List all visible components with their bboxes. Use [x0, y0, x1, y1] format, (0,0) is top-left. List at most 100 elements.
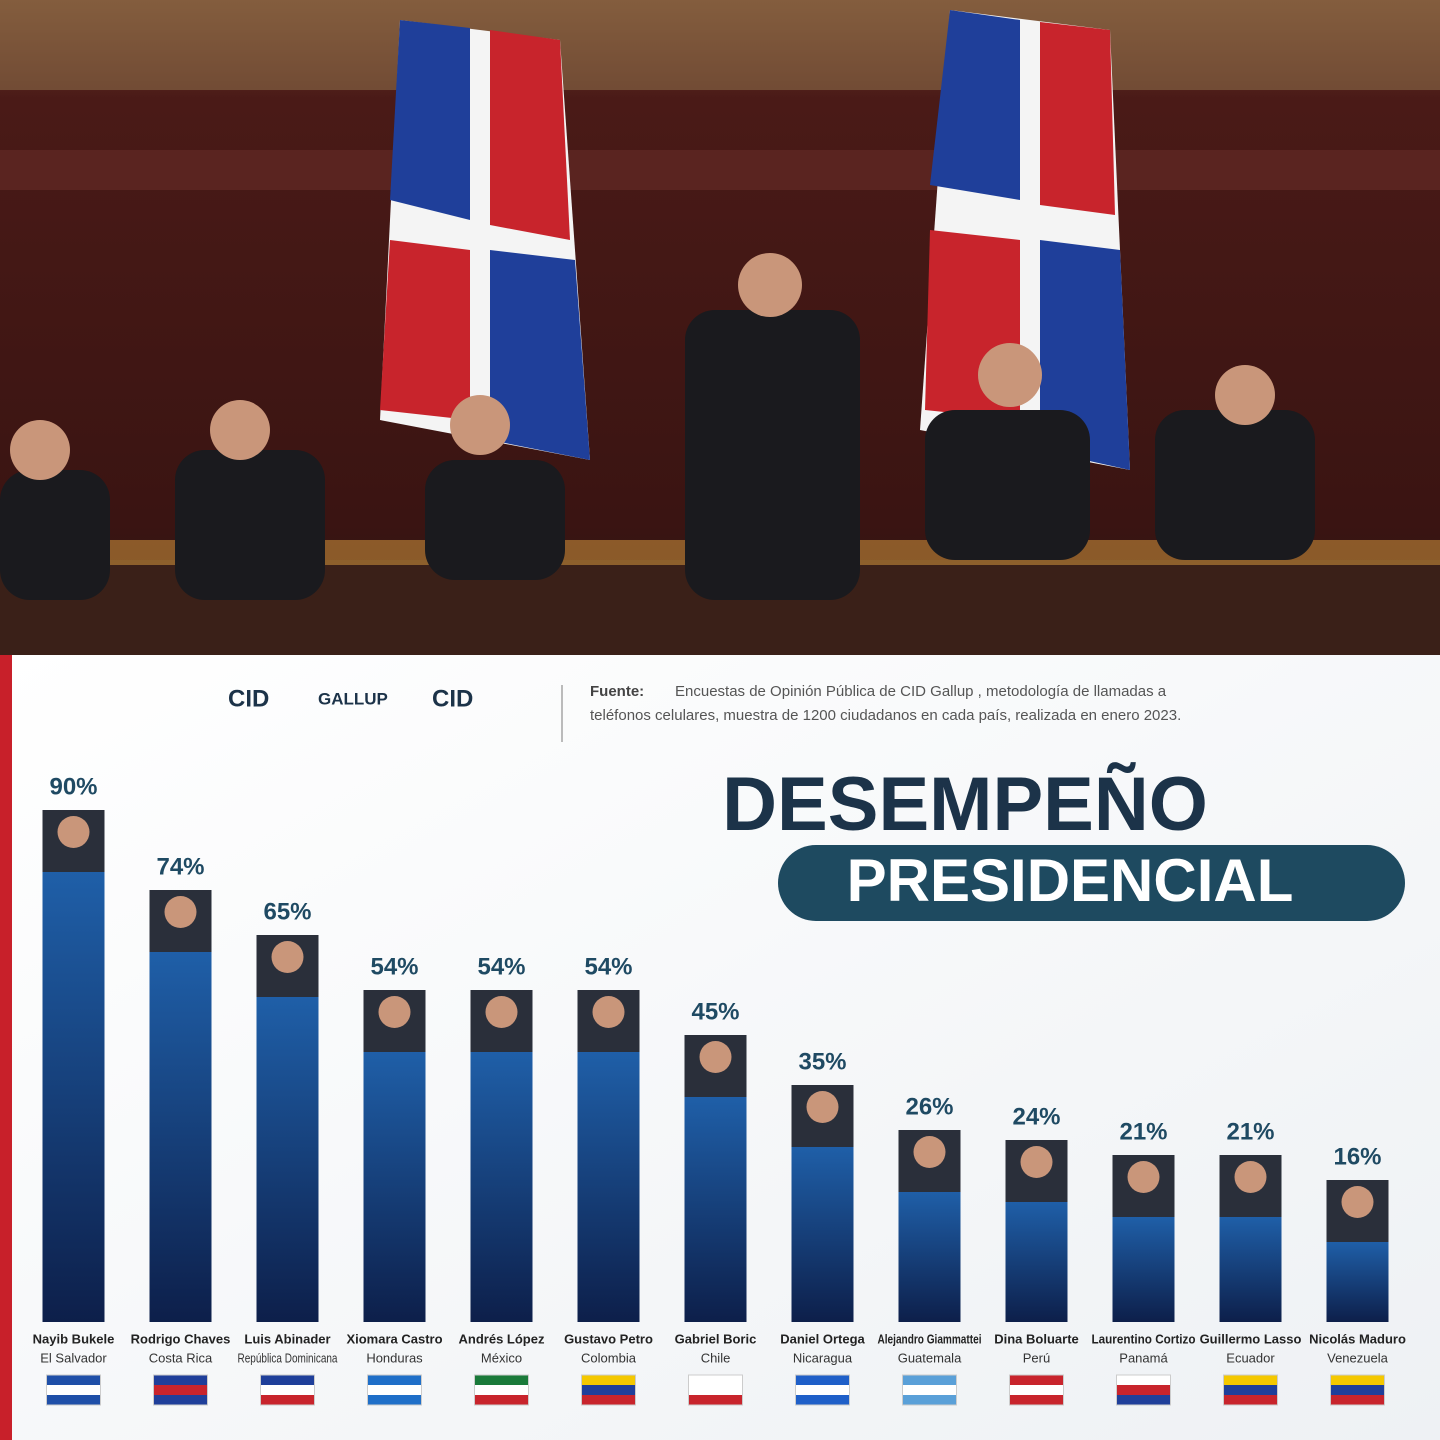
- x-tick-label: Dina Boluarte: [994, 1331, 1079, 1346]
- source-text: teléfonos celulares, muestra de 1200 ciu…: [590, 707, 1181, 724]
- source-text: Encuestas de Opinión Pública de CID Gall…: [675, 683, 1167, 700]
- flag-border: [1223, 1374, 1278, 1406]
- portrait-face: [271, 941, 304, 973]
- flag: [581, 1395, 636, 1405]
- flag: [46, 1385, 101, 1395]
- country-label: Ecuador: [1226, 1350, 1275, 1365]
- value-label: 45%: [691, 998, 739, 1025]
- x-tick-label: Gustavo Petro: [564, 1331, 653, 1346]
- flag-border: [1009, 1374, 1064, 1406]
- portrait-face: [164, 896, 197, 928]
- source-label: Fuente:: [590, 683, 644, 700]
- x-tick-label: Nicolás Maduro: [1309, 1331, 1406, 1346]
- flag: [474, 1375, 529, 1385]
- bar: [898, 1192, 961, 1322]
- value-label: 21%: [1119, 1118, 1167, 1145]
- portrait-face: [913, 1136, 946, 1168]
- value-label: 90%: [49, 773, 97, 800]
- flag: [1009, 1395, 1064, 1405]
- x-tick-label: Luis Abinader: [244, 1331, 330, 1346]
- x-tick-label: Andrés López: [459, 1331, 545, 1346]
- flag: [688, 1375, 743, 1385]
- flag: [581, 1375, 636, 1385]
- portrait-face: [699, 1041, 732, 1073]
- bar: [577, 1052, 640, 1322]
- value-label: 24%: [1012, 1103, 1060, 1130]
- flag-border: [1116, 1374, 1171, 1406]
- x-tick-label: Daniel Ortega: [780, 1331, 865, 1346]
- x-tick-label: Xiomara Castro: [346, 1331, 442, 1346]
- flag-border: [902, 1374, 957, 1406]
- accent-strip: [0, 655, 12, 1440]
- flag-border: [46, 1374, 101, 1406]
- value-label: 26%: [905, 1093, 953, 1120]
- country-label: El Salvador: [40, 1350, 107, 1365]
- portrait-face: [1341, 1186, 1374, 1218]
- value-label: 35%: [798, 1048, 846, 1075]
- country-label: Nicaragua: [793, 1350, 853, 1365]
- value-label: 21%: [1226, 1118, 1274, 1145]
- x-tick-label: Nayib Bukele: [33, 1331, 115, 1346]
- value-label: 74%: [156, 853, 204, 880]
- flag-border: [1330, 1374, 1385, 1406]
- flag: [688, 1385, 743, 1395]
- bar: [791, 1147, 854, 1322]
- bar: [1326, 1242, 1389, 1322]
- flag: [902, 1385, 957, 1395]
- portrait-face: [592, 996, 625, 1028]
- photo: [0, 0, 1440, 655]
- x-tick-label: Gabriel Boric: [675, 1331, 757, 1346]
- bar: [149, 952, 212, 1322]
- flag: [1116, 1385, 1171, 1395]
- flag: [153, 1395, 208, 1405]
- flag: [795, 1385, 850, 1395]
- bar: [1219, 1217, 1282, 1322]
- flag: [1223, 1375, 1278, 1385]
- flag: [1330, 1385, 1385, 1395]
- flag: [260, 1395, 315, 1405]
- chart-subtitle: PRESIDENCIAL: [847, 847, 1294, 914]
- flag: [474, 1395, 529, 1405]
- flag: [1116, 1395, 1171, 1405]
- value-label: 54%: [370, 953, 418, 980]
- country-label: Honduras: [366, 1350, 423, 1365]
- flag: [1330, 1375, 1385, 1385]
- logo: CID: [432, 685, 473, 712]
- portrait-face: [806, 1091, 839, 1123]
- flag: [795, 1375, 850, 1385]
- country-label: Costa Rica: [149, 1350, 213, 1365]
- country-label: Panamá: [1119, 1350, 1168, 1365]
- portrait-face: [1020, 1146, 1053, 1178]
- flag: [153, 1375, 208, 1385]
- bar: [256, 997, 319, 1322]
- flag-border: [795, 1374, 850, 1406]
- flag: [902, 1375, 957, 1385]
- x-tick-label: Rodrigo Chaves: [131, 1331, 231, 1346]
- country-label: Colombia: [581, 1350, 637, 1365]
- bar: [1005, 1202, 1068, 1322]
- flag: [46, 1375, 101, 1385]
- country-label: Guatemala: [898, 1350, 962, 1365]
- country-label: Perú: [1023, 1350, 1050, 1365]
- bar: [1112, 1217, 1175, 1322]
- bar: [470, 1052, 533, 1322]
- flag: [260, 1385, 315, 1395]
- country-label: Chile: [701, 1350, 731, 1365]
- flag: [1223, 1395, 1278, 1405]
- flag: [153, 1385, 208, 1395]
- x-tick-label: Alejandro Giammattei: [878, 1331, 982, 1346]
- portrait-face: [1127, 1161, 1160, 1193]
- flag: [688, 1395, 743, 1405]
- value-label: 65%: [263, 898, 311, 925]
- bar: [363, 1052, 426, 1322]
- x-tick-label: Guillermo Lasso: [1200, 1331, 1302, 1346]
- portrait-face: [1234, 1161, 1267, 1193]
- logo: CID: [228, 685, 269, 712]
- logo: GALLUP: [318, 689, 388, 708]
- flag-border: [581, 1374, 636, 1406]
- flag: [1223, 1385, 1278, 1395]
- value-label: 16%: [1333, 1143, 1381, 1170]
- flag-border: [688, 1374, 743, 1406]
